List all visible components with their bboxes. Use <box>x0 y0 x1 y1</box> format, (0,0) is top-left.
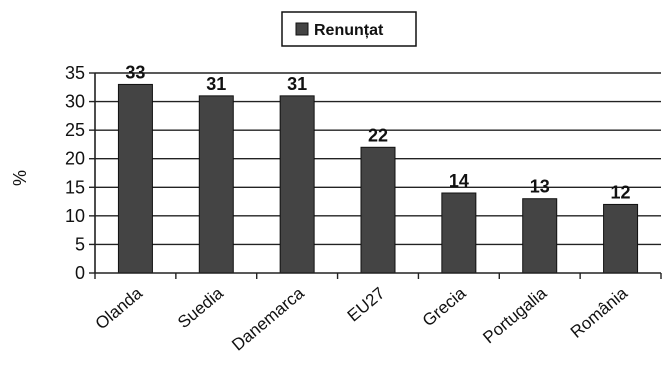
data-label: 31 <box>206 74 226 94</box>
x-tick-label: Grecia <box>419 283 470 330</box>
y-tick-label: 30 <box>65 92 85 112</box>
x-tick-label: Portugalia <box>479 283 550 347</box>
y-tick-label: 25 <box>65 120 85 140</box>
x-tick-label: EU27 <box>344 284 389 326</box>
axes <box>94 73 662 279</box>
legend-label: Renunțat <box>314 22 384 39</box>
x-tick-label: Danemarca <box>228 283 308 354</box>
x-tick-labels: Olanda Suedia Danemarca EU27 Grecia Portugali… <box>92 283 632 354</box>
y-tick-label: 10 <box>65 206 85 226</box>
data-label: 33 <box>125 62 145 82</box>
y-tick-label: 20 <box>65 149 85 169</box>
legend: Renunțat <box>281 11 417 47</box>
y-tick-label: 5 <box>75 234 85 254</box>
bar <box>198 95 234 274</box>
data-label: 31 <box>287 74 307 94</box>
data-label: 12 <box>611 182 631 202</box>
data-labels: 33 31 31 22 14 13 12 <box>125 62 630 202</box>
bar <box>279 95 315 274</box>
bar <box>360 146 396 274</box>
data-label: 14 <box>449 171 469 191</box>
y-axis-label: % <box>10 170 30 186</box>
bar <box>441 192 477 274</box>
y-tick-labels: 0 5 10 15 20 25 30 35 <box>65 63 85 283</box>
y-tick-label: 15 <box>65 177 85 197</box>
bar <box>117 83 153 274</box>
data-label: 22 <box>368 125 388 145</box>
legend-swatch <box>295 22 309 36</box>
x-tick-label: România <box>567 283 632 342</box>
bars <box>117 83 639 274</box>
x-tick-label: Suedia <box>174 283 227 332</box>
y-tick-label: 35 <box>65 63 85 83</box>
bar <box>603 203 639 274</box>
x-tick-label: Olanda <box>92 283 147 333</box>
data-label: 13 <box>530 177 550 197</box>
y-tick-label: 0 <box>75 263 85 283</box>
bar <box>522 198 558 274</box>
